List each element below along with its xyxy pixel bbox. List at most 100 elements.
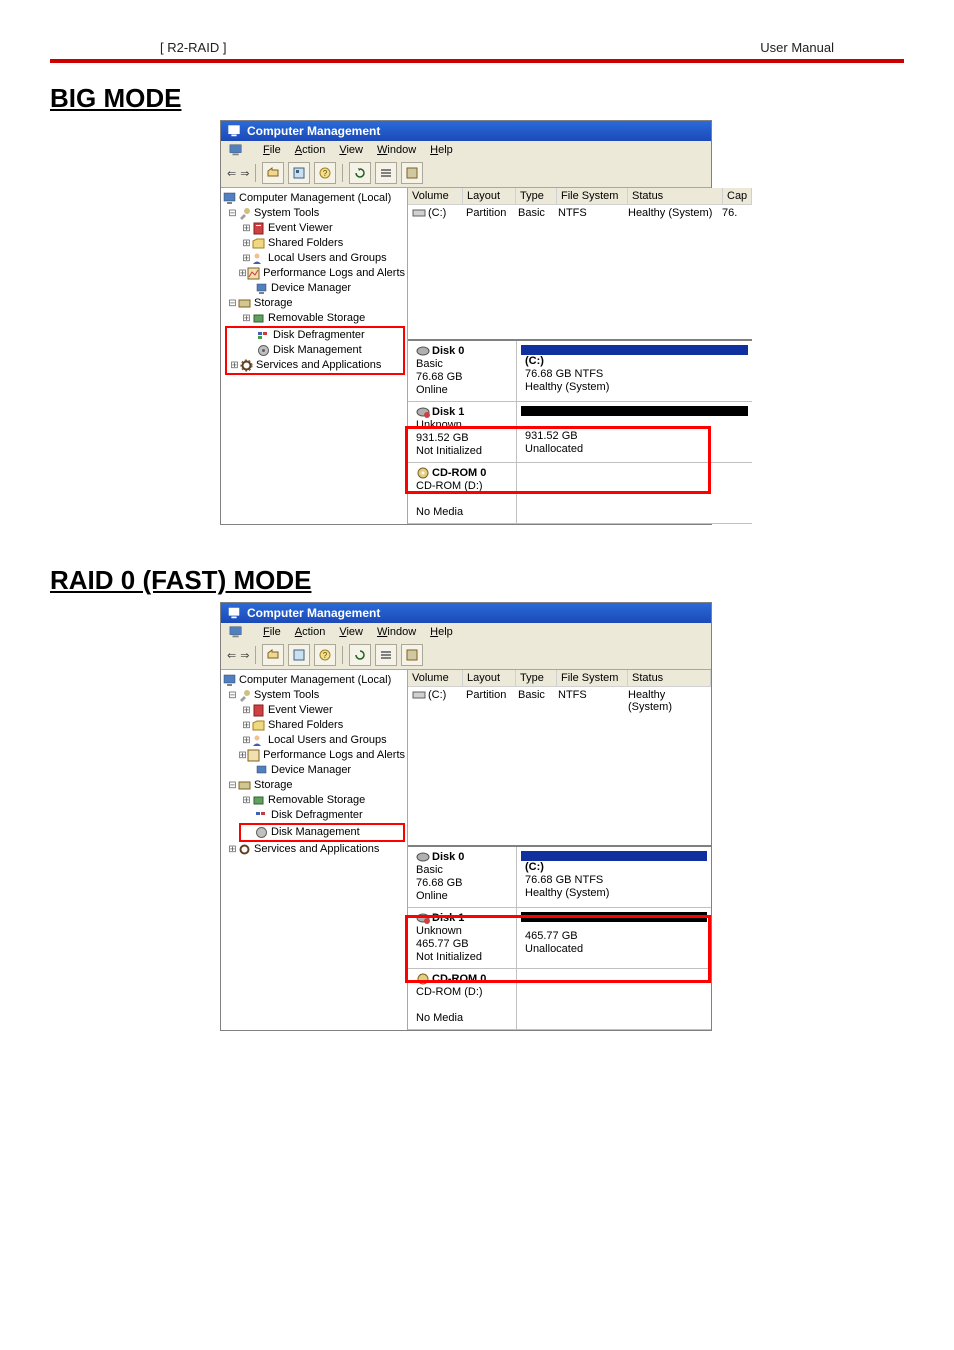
nav-forward-icon[interactable]: ⇒ xyxy=(240,167,249,180)
tree-shared-folders[interactable]: ⊞Shared Folders xyxy=(223,236,405,251)
col-volume[interactable]: Volume xyxy=(408,670,463,686)
list-button[interactable] xyxy=(375,162,397,184)
tree-removable[interactable]: ⊞Removable Storage xyxy=(223,311,405,326)
tree-disk-mgmt[interactable]: Disk Management xyxy=(241,825,403,840)
window-titlebar[interactable]: Computer Management xyxy=(221,603,711,623)
tree-local-users[interactable]: ⊞Local Users and Groups xyxy=(223,251,405,266)
plus-icon[interactable]: ⊞ xyxy=(241,733,252,748)
volume-row-c[interactable]: (C:) Partition Basic NTFS Healthy (Syste… xyxy=(408,205,752,221)
plus-icon[interactable]: ⊞ xyxy=(241,703,252,718)
settings-button[interactable] xyxy=(401,644,423,666)
minus-icon[interactable]: ⊟ xyxy=(227,688,238,703)
list-button[interactable] xyxy=(375,644,397,666)
nav-back-icon[interactable]: ⇐ xyxy=(227,167,236,180)
disk0-row[interactable]: Disk 0 Basic 76.68 GB Online (C:) 76.68 … xyxy=(408,341,752,402)
col-fs[interactable]: File System xyxy=(557,188,628,204)
tree-removable[interactable]: ⊞Removable Storage xyxy=(223,793,405,808)
minus-icon[interactable]: ⊟ xyxy=(227,206,238,221)
nav-forward-icon[interactable]: ⇒ xyxy=(240,649,249,662)
section-heading-big: BIG MODE xyxy=(0,83,954,114)
plus-icon[interactable]: ⊞ xyxy=(227,842,238,857)
menu-help[interactable]: Help xyxy=(430,626,453,638)
tree-services[interactable]: ⊞Services and Applications xyxy=(223,842,405,857)
window-title: Computer Management xyxy=(247,124,380,138)
col-cap[interactable]: Cap xyxy=(723,188,752,204)
col-layout[interactable]: Layout xyxy=(463,188,516,204)
plus-icon[interactable]: ⊞ xyxy=(229,358,240,373)
menu-view[interactable]: View xyxy=(339,626,363,638)
defrag-icon xyxy=(255,809,268,822)
partition-bar xyxy=(521,345,748,355)
tree-defrag[interactable]: Disk Defragmenter xyxy=(223,808,405,823)
tree-system-tools[interactable]: ⊟System Tools xyxy=(223,688,405,703)
plus-icon[interactable]: ⊞ xyxy=(241,221,252,236)
col-type[interactable]: Type xyxy=(516,670,557,686)
menu-file[interactable]: File xyxy=(263,626,281,638)
menu-file[interactable]: File xyxy=(263,144,281,156)
volume-row-c[interactable]: (C:) Partition Basic NTFS Healthy (Syste… xyxy=(408,687,711,715)
tree-defrag[interactable]: Disk Defragmenter xyxy=(227,328,403,343)
col-status[interactable]: Status xyxy=(628,188,723,204)
tree-local-users[interactable]: ⊞Local Users and Groups xyxy=(223,733,405,748)
menu-window[interactable]: Window xyxy=(377,626,416,638)
tree-perf-logs[interactable]: ⊞Performance Logs and Alerts xyxy=(223,748,405,763)
menu-action[interactable]: Action xyxy=(295,144,326,156)
tree-services[interactable]: ⊞Services and Applications xyxy=(227,358,403,373)
disk0-row[interactable]: Disk 0 Basic 76.68 GB Online (C:) 76.68 … xyxy=(408,847,711,908)
window-titlebar[interactable]: Computer Management xyxy=(221,121,711,141)
tree-disk-mgmt[interactable]: Disk Management xyxy=(227,343,403,358)
section-heading-raid0: RAID 0 (FAST) MODE xyxy=(0,565,954,596)
plus-icon[interactable]: ⊞ xyxy=(241,311,252,326)
tree-storage[interactable]: ⊟Storage xyxy=(223,296,405,311)
properties-button[interactable] xyxy=(288,644,310,666)
cdrom-row[interactable]: CD-ROM 0 CD-ROM (D:) No Media xyxy=(408,969,711,1030)
tree-system-tools[interactable]: ⊟System Tools xyxy=(223,206,405,221)
tree-storage[interactable]: ⊟Storage xyxy=(223,778,405,793)
help-button[interactable]: ? xyxy=(314,162,336,184)
col-volume[interactable]: Volume xyxy=(408,188,463,204)
folder-share-icon xyxy=(252,719,265,732)
plus-icon[interactable]: ⊞ xyxy=(238,266,247,281)
menu-window[interactable]: Window xyxy=(377,144,416,156)
menu-view[interactable]: View xyxy=(339,144,363,156)
tree-event-viewer[interactable]: ⊞Event Viewer xyxy=(223,703,405,718)
disk1-row[interactable]: Disk 1 Unknown 931.52 GB Not Initialized… xyxy=(408,402,752,463)
window-title: Computer Management xyxy=(247,606,380,620)
up-button[interactable] xyxy=(262,162,284,184)
plus-icon[interactable]: ⊞ xyxy=(241,793,252,808)
device-icon xyxy=(255,764,268,777)
disk-error-icon xyxy=(416,912,430,924)
col-layout[interactable]: Layout xyxy=(463,670,516,686)
menu-help[interactable]: Help xyxy=(430,144,453,156)
cdrom-row[interactable]: CD-ROM 0 CD-ROM (D:) No Media xyxy=(408,463,752,524)
plus-icon[interactable]: ⊞ xyxy=(241,251,252,266)
properties-button[interactable] xyxy=(288,162,310,184)
nav-back-icon[interactable]: ⇐ xyxy=(227,649,236,662)
col-fs[interactable]: File System xyxy=(557,670,628,686)
col-status[interactable]: Status xyxy=(628,670,711,686)
tree-event-viewer[interactable]: ⊞Event Viewer xyxy=(223,221,405,236)
tree-shared-folders[interactable]: ⊞Shared Folders xyxy=(223,718,405,733)
up-button[interactable] xyxy=(262,644,284,666)
disk1-row[interactable]: Disk 1 Unknown 465.77 GB Not Initialized… xyxy=(408,908,711,969)
help-button[interactable]: ? xyxy=(314,644,336,666)
tree-device-manager[interactable]: Device Manager xyxy=(223,763,405,778)
minus-icon[interactable]: ⊟ xyxy=(227,296,238,311)
menu-action[interactable]: Action xyxy=(295,626,326,638)
settings-button[interactable] xyxy=(401,162,423,184)
tree-root[interactable]: Computer Management (Local) xyxy=(223,673,405,688)
refresh-button[interactable] xyxy=(349,162,371,184)
refresh-button[interactable] xyxy=(349,644,371,666)
tree-device-manager[interactable]: Device Manager xyxy=(223,281,405,296)
minus-icon[interactable]: ⊟ xyxy=(227,778,238,793)
storage-icon xyxy=(238,779,251,792)
removable-icon xyxy=(252,312,265,325)
plus-icon[interactable]: ⊞ xyxy=(241,236,252,251)
col-type[interactable]: Type xyxy=(516,188,557,204)
plus-icon[interactable]: ⊞ xyxy=(238,748,247,763)
tree-root[interactable]: Computer Management (Local) xyxy=(223,191,405,206)
plus-icon[interactable]: ⊞ xyxy=(241,718,252,733)
book-icon xyxy=(252,222,265,235)
computer-icon xyxy=(223,674,236,687)
tree-perf-logs[interactable]: ⊞Performance Logs and Alerts xyxy=(223,266,405,281)
